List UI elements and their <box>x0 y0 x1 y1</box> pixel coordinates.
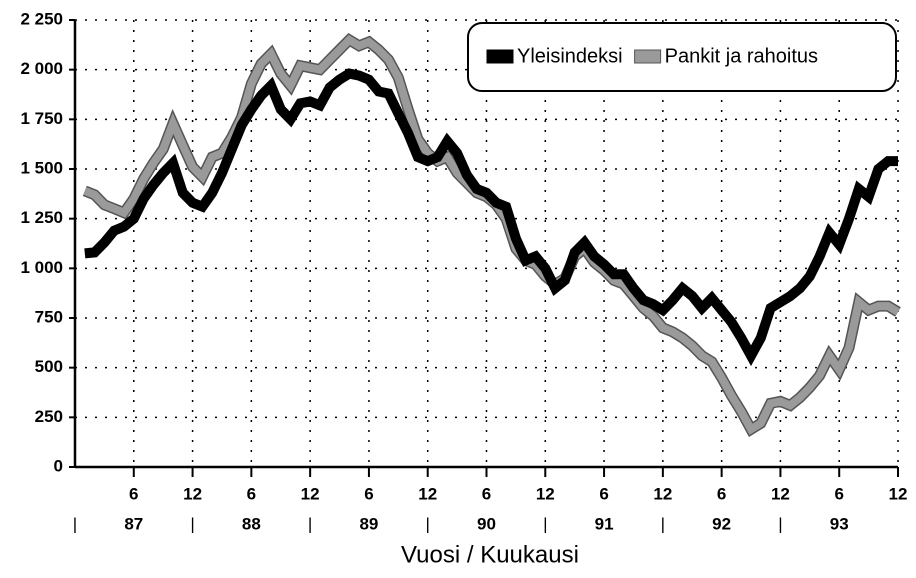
x-tick-label: 6 <box>717 484 726 503</box>
x-tick-label: 6 <box>129 484 138 503</box>
year-label: 93 <box>830 514 849 533</box>
y-tick-label: 0 <box>54 456 63 475</box>
year-label: 91 <box>595 514 614 533</box>
x-tick-label: 6 <box>599 484 608 503</box>
y-tick-label: 750 <box>35 307 63 326</box>
x-tick-label: 6 <box>364 484 373 503</box>
year-label: 87 <box>124 514 143 533</box>
year-separator: | <box>308 514 312 533</box>
year-separator: | <box>778 514 782 533</box>
year-separator: | <box>190 514 194 533</box>
year-separator: | <box>661 514 665 533</box>
x-tick-label: 12 <box>889 484 908 503</box>
x-tick-label: 12 <box>771 484 790 503</box>
year-label: 90 <box>477 514 496 533</box>
y-tick-label: 1 500 <box>20 158 63 177</box>
series-line <box>84 68 898 367</box>
x-tick-label: 12 <box>653 484 672 503</box>
series-line <box>83 34 901 435</box>
legend-box <box>467 22 897 92</box>
y-tick-label: 2 250 <box>20 9 63 28</box>
y-tick-label: 500 <box>35 357 63 376</box>
x-tick-label: 6 <box>482 484 491 503</box>
year-separator: | <box>426 514 430 533</box>
legend: Yleisindeksi Pankit ja rahoitus <box>467 22 897 92</box>
legend-swatch <box>634 49 662 64</box>
year-separator: | <box>73 514 77 533</box>
x-tick-label: 12 <box>536 484 555 503</box>
x-axis-label: Vuosi / Kuukausi <box>401 541 579 568</box>
legend-swatch <box>486 49 514 64</box>
y-tick-label: 2 000 <box>20 59 63 78</box>
x-tick-label: 6 <box>834 484 843 503</box>
x-tick-label: 12 <box>301 484 320 503</box>
x-tick-label: 12 <box>183 484 202 503</box>
x-tick-label: 12 <box>418 484 437 503</box>
series-outline <box>82 32 901 438</box>
x-tick-label: 6 <box>247 484 256 503</box>
legend-label: Yleisindeksi <box>517 45 623 67</box>
y-tick-label: 1 250 <box>20 208 63 227</box>
legend-label: Pankit ja rahoitus <box>665 45 818 67</box>
y-tick-label: 1 000 <box>20 258 63 277</box>
y-tick-label: 250 <box>35 407 63 426</box>
year-label: 92 <box>712 514 731 533</box>
year-label: 88 <box>242 514 261 533</box>
y-tick-label: 1 750 <box>20 109 63 128</box>
year-label: 89 <box>359 514 378 533</box>
year-separator: | <box>543 514 547 533</box>
